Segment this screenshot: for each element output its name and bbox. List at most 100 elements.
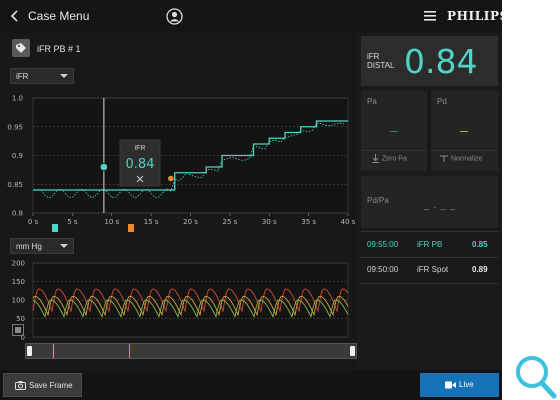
marker-flag[interactable] <box>128 224 134 232</box>
ifr-y-tick-label: 0.9 <box>12 152 23 160</box>
save-frame-label: Save Frame <box>29 381 73 390</box>
history-value: 0.89 <box>472 265 488 274</box>
brand-logo: PHILIPS <box>447 9 502 23</box>
unit-select[interactable]: mm Hg <box>10 238 74 254</box>
ifr-y-tick-label: 0.95 <box>7 123 23 131</box>
timeline-scrubber[interactable] <box>25 343 357 359</box>
ifr-x-tick-label: 15 s <box>144 218 159 226</box>
history-value: 0.85 <box>472 240 488 249</box>
live-button[interactable]: Live <box>420 373 499 397</box>
ifr-label: iFR <box>367 52 380 61</box>
popup-value: 0.84 <box>126 157 155 172</box>
scrubber-marker-line <box>129 344 130 358</box>
pd-pa-card: Pd/Pa _ . _ _ <box>361 176 498 228</box>
user-circle-icon[interactable] <box>166 8 183 25</box>
history-row[interactable]: 09:50:00 iFR Spot 0.89 <box>361 259 498 283</box>
normalize-icon <box>440 155 448 162</box>
pressure-y-tick-label: 200 <box>12 260 25 268</box>
ifr-x-tick-label: 40 s <box>341 218 356 226</box>
ifr-x-tick-label: 0 s <box>28 218 39 226</box>
divider <box>431 150 498 151</box>
marker-track <box>52 224 134 232</box>
metric-select-value: iFR <box>16 72 29 81</box>
pressure-chart: 200 150 100 50 0 <box>12 260 349 342</box>
top-bar <box>0 0 502 33</box>
ifr-y-tick-label: 0.85 <box>7 181 23 189</box>
case-menu-link[interactable]: Case Menu <box>28 9 90 23</box>
pa-card: Pa Zero Pa <box>361 91 427 171</box>
magnifier-icon[interactable] <box>510 352 558 400</box>
metric-select[interactable]: iFR <box>10 68 74 84</box>
pd-pa-value: _ . _ _ <box>424 200 457 210</box>
ifr-y-tick-label: 0.8 <box>12 210 23 218</box>
ifr-distal-card <box>361 36 498 86</box>
zero-pa-label: Zero Pa <box>381 155 407 163</box>
history-name: iFR Spot <box>417 265 449 274</box>
ifr-y-tick-label: 1.0 <box>12 95 23 103</box>
ifr-beat-trace <box>40 122 345 199</box>
case-title: iFR PB # 1 <box>37 44 81 54</box>
scrubber-cursor-line <box>53 344 54 358</box>
save-frame-button[interactable]: Save Frame <box>3 373 82 397</box>
pd-label: Pd <box>437 97 447 106</box>
history-name: iFR PB <box>417 240 443 249</box>
app-window: Case Menu PHILIPS iFR PB # 1 iFR 1.00.95… <box>0 0 502 400</box>
normalize-button[interactable]: Normalize <box>439 154 482 163</box>
tag-button[interactable] <box>12 39 30 57</box>
history-time: 09:50:00 <box>367 265 399 274</box>
history-row-active[interactable]: 09:55:00 iFR PB 0.85 <box>361 233 498 257</box>
bottom-bar <box>0 370 502 400</box>
pd-pa-label: Pd/Pa <box>367 196 389 205</box>
zero-icon <box>372 154 379 163</box>
pressure-y-tick-label: 100 <box>12 297 25 305</box>
cursor-flag[interactable] <box>52 224 58 232</box>
ifr-x-axis: 0 s 5 s 10 s 15 s 20 s 25 s 30 s 35 s 40 s <box>28 213 356 226</box>
ifr-distal-label: iFR DISTAL <box>367 52 394 70</box>
ifr-y-axis: 1.0 0.95 0.9 0.85 0.8 <box>7 95 23 218</box>
ifr-x-tick-label: 25 s <box>222 218 237 226</box>
pressure-y-axis: 200 150 100 50 0 <box>12 260 25 342</box>
normalize-label: Normalize <box>450 155 483 163</box>
divider <box>361 231 498 232</box>
distal-label: DISTAL <box>367 61 395 70</box>
unit-select-value: mm Hg <box>16 242 42 251</box>
pressure-y-tick-label: 150 <box>12 278 25 286</box>
pressure-y-tick-label: 50 <box>16 315 25 323</box>
pressure-y-tick-label: 0 <box>21 334 25 342</box>
scrubber-right-handle[interactable] <box>350 346 355 356</box>
pa-value-mark <box>390 131 398 132</box>
pd-card: Pd Normalize <box>431 91 498 171</box>
ifr-x-tick-label: 30 s <box>262 218 277 226</box>
measurement-history: 09:55:00 iFR PB 0.85 09:50:00 iFR Spot 0… <box>361 231 498 287</box>
ifr-cursor-point[interactable] <box>99 162 109 172</box>
ifr-chart-grid <box>32 97 349 214</box>
ifr-series-line <box>33 120 348 191</box>
ifr-x-tick-label: 5 s <box>67 218 78 226</box>
ifr-x-tick-label: 10 s <box>104 218 119 226</box>
live-label: Live <box>459 380 474 389</box>
ifr-cursor-popup: iFR 0.84 <box>119 139 161 187</box>
camera-icon <box>15 381 26 390</box>
divider <box>361 257 498 258</box>
chevron-down-icon <box>60 74 68 78</box>
ifr-chart: 1.0 0.95 0.9 0.85 0.8 0 s 5 s 10 s 15 s 20 s 25 s… <box>7 95 356 227</box>
ifr-marker-point[interactable] <box>168 175 174 182</box>
divider <box>361 150 427 151</box>
pa-label: Pa <box>367 97 377 106</box>
hamburger-menu-icon[interactable] <box>424 11 436 21</box>
ifr-distal-value: 0.84 <box>404 42 478 81</box>
ifr-x-tick-label: 20 s <box>183 218 198 226</box>
zero-pa-button[interactable]: Zero Pa <box>371 154 407 163</box>
pd-pa-waveform <box>32 299 349 318</box>
pd-value-mark <box>460 131 468 132</box>
divider <box>361 283 498 284</box>
ifr-x-tick-label: 35 s <box>301 218 316 226</box>
zoom-toggle[interactable] <box>12 324 24 336</box>
tag-icon <box>16 43 26 53</box>
scrubber-left-handle[interactable] <box>27 346 32 356</box>
pd-waveform <box>32 295 349 317</box>
history-time: 09:55:00 <box>367 240 399 249</box>
video-camera-icon <box>445 381 456 389</box>
popup-close-icon[interactable] <box>136 175 144 183</box>
chevron-left-icon[interactable] <box>9 9 21 23</box>
